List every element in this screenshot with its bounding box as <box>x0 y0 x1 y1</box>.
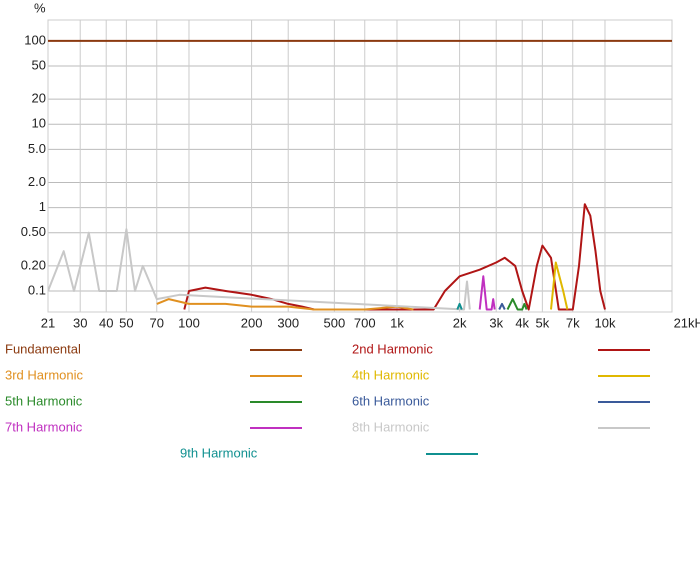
legend-label: 6th Harmonic <box>352 393 430 408</box>
x-tick-label: 7k <box>566 315 580 330</box>
y-tick-label: 0.1 <box>28 282 46 297</box>
x-tick-label: 4k <box>515 315 529 330</box>
legend-label: 4th Harmonic <box>352 367 430 382</box>
legend-label: 8th Harmonic <box>352 419 430 434</box>
y-unit: % <box>34 0 46 15</box>
x-tick-label: 30 <box>73 315 87 330</box>
x-tick-label: 50 <box>119 315 133 330</box>
x-tick-label: 300 <box>277 315 299 330</box>
x-tick-label: 200 <box>241 315 263 330</box>
x-tick-label: 5k <box>535 315 549 330</box>
series-line <box>456 302 463 310</box>
x-tick-label: 2k <box>453 315 467 330</box>
x-tick-label: 10k <box>594 315 615 330</box>
x-tick-label: 70 <box>150 315 164 330</box>
series-line <box>156 298 414 311</box>
legend-label: 2nd Harmonic <box>352 341 433 356</box>
legend-label: Fundamental <box>5 341 81 356</box>
legend-label: 5th Harmonic <box>5 393 83 408</box>
series-line <box>506 298 528 311</box>
y-tick-label: 10 <box>32 116 46 131</box>
x-tick-label: 100 <box>178 315 200 330</box>
series-line <box>498 302 506 310</box>
y-tick-label: 20 <box>32 91 46 106</box>
y-tick-label: 0.50 <box>21 224 46 239</box>
y-tick-label: 0.20 <box>21 257 46 272</box>
y-tick-label: 2.0 <box>28 174 46 189</box>
x-tick-label: 40 <box>99 315 113 330</box>
series-line <box>478 275 496 311</box>
x-tick-label: 21 <box>41 315 55 330</box>
series-line <box>183 203 606 311</box>
x-tick-label: 500 <box>324 315 346 330</box>
x-tick-label: 700 <box>354 315 376 330</box>
series-line <box>550 261 569 310</box>
legend-label: 3rd Harmonic <box>5 367 84 382</box>
x-tick-label: 1k <box>390 315 404 330</box>
y-tick-label: 1 <box>39 199 46 214</box>
y-tick-label: 5.0 <box>28 141 46 156</box>
legend-label: 7th Harmonic <box>5 419 83 434</box>
series-line <box>48 228 471 311</box>
y-tick-label: 100 <box>24 32 46 47</box>
y-tick-label: 50 <box>32 57 46 72</box>
x-tick-label: 3k <box>489 315 503 330</box>
legend-label: 9th Harmonic <box>180 445 258 460</box>
x-tick-label: 21kHz <box>674 315 700 330</box>
